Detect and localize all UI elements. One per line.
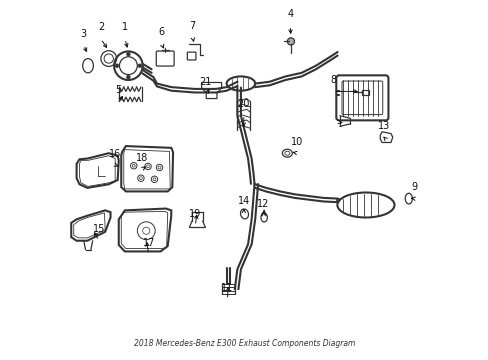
Text: 7: 7 [189,21,195,31]
Circle shape [126,75,130,79]
Text: 9: 9 [410,182,416,192]
Text: 6: 6 [158,27,164,37]
Text: 18: 18 [135,153,147,163]
Text: 20: 20 [237,99,249,109]
Text: 13: 13 [378,121,390,131]
Text: 11: 11 [221,283,233,293]
Circle shape [115,64,119,67]
Text: 14: 14 [237,197,249,206]
Text: 2: 2 [98,22,104,32]
Text: 8: 8 [329,75,335,85]
Text: 10: 10 [291,137,303,147]
Text: 16: 16 [109,149,121,158]
Text: 19: 19 [189,209,201,219]
Text: 5: 5 [115,85,122,95]
Text: 4: 4 [286,9,293,19]
Text: 17: 17 [142,238,155,248]
Text: 2018 Mercedes-Benz E300 Exhaust Components Diagram: 2018 Mercedes-Benz E300 Exhaust Componen… [134,339,354,348]
Text: 12: 12 [256,199,269,209]
Text: 3: 3 [81,28,87,39]
Text: 21: 21 [199,77,212,87]
Text: 1: 1 [122,22,128,32]
Text: 15: 15 [92,224,105,234]
Circle shape [138,64,142,67]
Bar [361,90,368,95]
Circle shape [287,38,294,45]
Circle shape [126,53,130,56]
